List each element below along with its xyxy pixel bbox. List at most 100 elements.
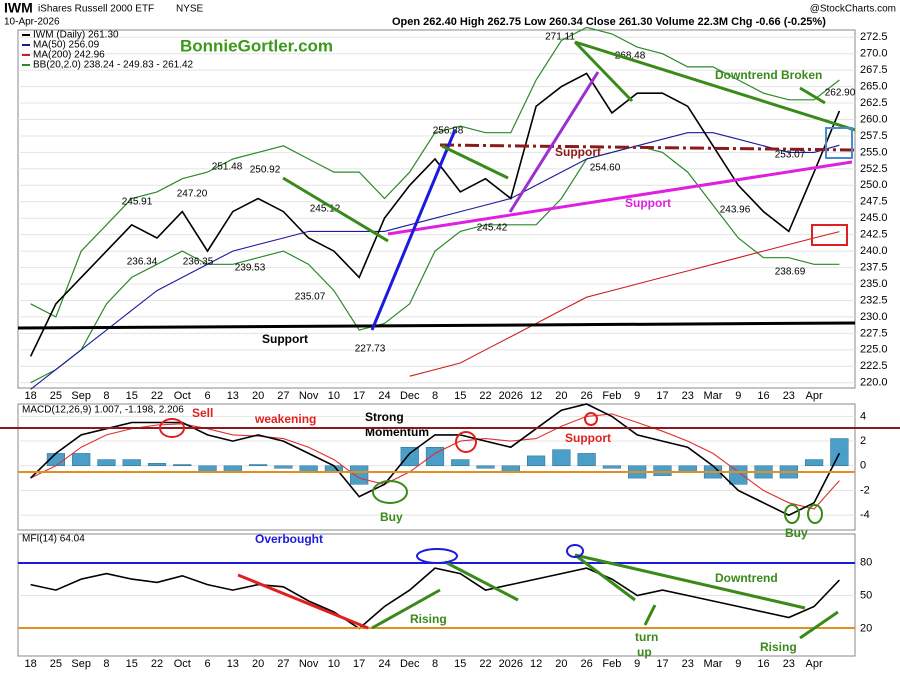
histogram-bar — [173, 464, 192, 467]
histogram-bar — [526, 455, 546, 467]
annotation: Support — [625, 196, 671, 210]
trend-line — [573, 40, 634, 103]
trend-line — [370, 129, 457, 331]
x-tick-label: 22 — [151, 658, 163, 670]
price-label: 235.07 — [295, 292, 326, 303]
y-tick-label: 232.5 — [860, 294, 888, 306]
legend-label: MA(200) 242.96 — [33, 50, 105, 61]
annotation: Support — [555, 145, 601, 159]
plot-layers: 220.0 222.5 225.0 227.5 230.0 232.5 235.0 237.5… — [18, 26, 888, 670]
x-tick-label: 22 — [479, 658, 491, 670]
trend-line — [444, 560, 519, 602]
price-label: 253.07 — [775, 150, 806, 161]
legend-label: IWM (Daily) 261.30 — [33, 30, 119, 41]
price-label: 238.69 — [775, 267, 806, 278]
x-tick-label: 9 — [634, 390, 640, 402]
y-tick-label: 242.5 — [860, 229, 888, 241]
trend-line — [282, 176, 389, 243]
y-tick-label: 222.5 — [860, 360, 888, 372]
y-tick-label: 260.0 — [860, 113, 888, 125]
legend-label: MFI(14) 64.04 — [22, 534, 85, 545]
arrow — [643, 604, 657, 626]
x-tick-label: 16 — [757, 658, 769, 670]
y-tick-label: 237.5 — [860, 261, 888, 273]
x-tick-label: Apr — [806, 390, 823, 402]
price-label: 268.48 — [615, 51, 646, 62]
y-tick-label: 250.0 — [860, 179, 888, 191]
arrow — [799, 610, 839, 640]
exchange: NYSE — [176, 4, 204, 15]
x-tick-label: Oct — [174, 658, 191, 670]
x-tick-label: 26 — [581, 658, 593, 670]
y-tick-label: 230.0 — [860, 311, 888, 323]
y-tick-label: 257.5 — [860, 130, 888, 142]
histogram-bar — [248, 464, 268, 467]
annotation: Downtrend Broken — [715, 68, 822, 82]
x-tick-label: 13 — [227, 658, 239, 670]
price-label: 236.35 — [183, 257, 214, 268]
x-tick-label: 23 — [682, 390, 694, 402]
histogram-bar — [729, 465, 748, 485]
x-tick-label: 23 — [783, 658, 795, 670]
annotation: Sell — [192, 406, 213, 420]
x-tick-label: 20 — [555, 658, 567, 670]
trend-line — [574, 553, 636, 602]
x-tick-label: 15 — [454, 390, 466, 402]
histogram-bar — [425, 446, 445, 467]
x-tick-label: 16 — [757, 390, 769, 402]
y-tick-label: 80 — [860, 556, 872, 568]
histogram-bar — [804, 459, 824, 467]
legend-label: BB(20,2.0) 238.24 - 249.83 - 261.42 — [33, 60, 194, 71]
y-tick-label: 235.0 — [860, 278, 888, 290]
x-tick-label: 6 — [204, 658, 210, 670]
x-tick-label: 25 — [50, 390, 62, 402]
x-tick-label: 9 — [735, 390, 741, 402]
x-tick-label: 24 — [378, 658, 390, 670]
x-tick-label: Nov — [299, 658, 319, 670]
highlight-box — [811, 224, 848, 246]
x-tick-label: 17 — [353, 390, 365, 402]
x-tick-label: 8 — [432, 390, 438, 402]
annotation: Buy — [380, 510, 403, 524]
x-tick-label: Nov — [299, 390, 319, 402]
x-tick-label: 18 — [25, 658, 37, 670]
histogram-bar — [72, 453, 91, 467]
price-label: 236.34 — [127, 257, 158, 268]
legend-label: MACD(12,26,9) 1.007, -1.198, 2.206 — [22, 405, 184, 416]
price-label: 247.20 — [177, 189, 208, 200]
price-label: 250.92 — [250, 165, 281, 176]
price-label: 254.60 — [590, 163, 621, 174]
price-label: 256.88 — [433, 126, 464, 137]
x-tick-label: Mar — [704, 658, 723, 670]
x-tick-label: 2026 — [499, 390, 523, 402]
histogram-bar — [97, 459, 116, 467]
x-tick-label: 15 — [126, 390, 138, 402]
source: @StockCharts.com — [810, 4, 896, 15]
support-line — [17, 321, 856, 330]
x-tick-label: 8 — [432, 658, 438, 670]
trend-line — [237, 573, 369, 630]
x-tick-label: 22 — [151, 390, 163, 402]
annotation: Overbought — [255, 532, 323, 546]
histogram-bar — [350, 465, 369, 485]
price-label: 245.12 — [310, 204, 341, 215]
y-tick-label: 272.5 — [860, 31, 888, 43]
circle — [372, 480, 408, 504]
arrow — [799, 86, 826, 105]
price-label: 262.90 — [825, 88, 856, 99]
price-label: 251.48 — [212, 162, 243, 173]
circle — [416, 548, 458, 564]
x-tick-label: 2026 — [499, 658, 523, 670]
macd-frame — [17, 403, 856, 531]
histogram-bar — [476, 465, 495, 469]
mfi-frame — [17, 533, 856, 657]
annotation: up — [637, 645, 652, 659]
circle — [784, 504, 800, 524]
symbol: IWM — [4, 0, 33, 16]
histogram-bar — [602, 465, 622, 469]
x-tick-label: 15 — [454, 658, 466, 670]
x-tick-label: 8 — [103, 658, 109, 670]
moving-average — [409, 231, 840, 377]
trend-line — [508, 71, 600, 213]
annotation: Buy — [785, 526, 808, 540]
